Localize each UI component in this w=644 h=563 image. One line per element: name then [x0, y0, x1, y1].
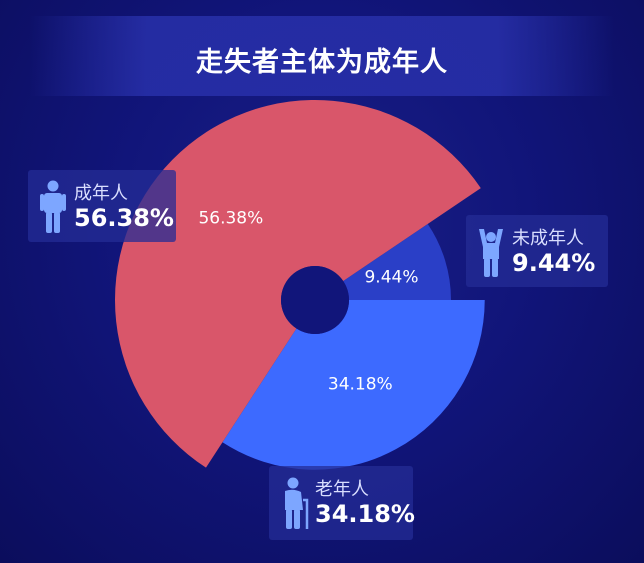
- legend-label-elderly: 老年人: [315, 479, 369, 500]
- legend-label-minor: 未成年人: [512, 228, 584, 249]
- legend-value-adult: 56.38%: [74, 204, 174, 232]
- legend-label-adult: 成年人: [74, 183, 128, 204]
- elderly-with-cane-icon: [285, 477, 309, 529]
- legend-card-elderly: 老年人 34.18%: [269, 466, 415, 540]
- page-title: 走失者主体为成年人: [196, 47, 448, 78]
- legend-card-minor: 未成年人 9.44%: [466, 215, 608, 287]
- data-label-老年人: 34.18%: [328, 374, 393, 394]
- child-arms-up-icon: [479, 229, 503, 277]
- slice-未成年人: [343, 223, 451, 300]
- person-icon: [40, 180, 66, 233]
- data-label-未成年人: 9.44%: [364, 268, 418, 288]
- slice-成年人: [114, 99, 481, 468]
- data-label-成年人: 56.38%: [198, 208, 263, 228]
- donut-hole: [281, 266, 349, 334]
- legend-card-adult: 成年人 56.38%: [28, 170, 176, 242]
- slice-老年人: [222, 299, 485, 470]
- legend-value-minor: 9.44%: [512, 249, 596, 277]
- title-banner: [30, 16, 614, 96]
- legend-value-elderly: 34.18%: [315, 500, 415, 528]
